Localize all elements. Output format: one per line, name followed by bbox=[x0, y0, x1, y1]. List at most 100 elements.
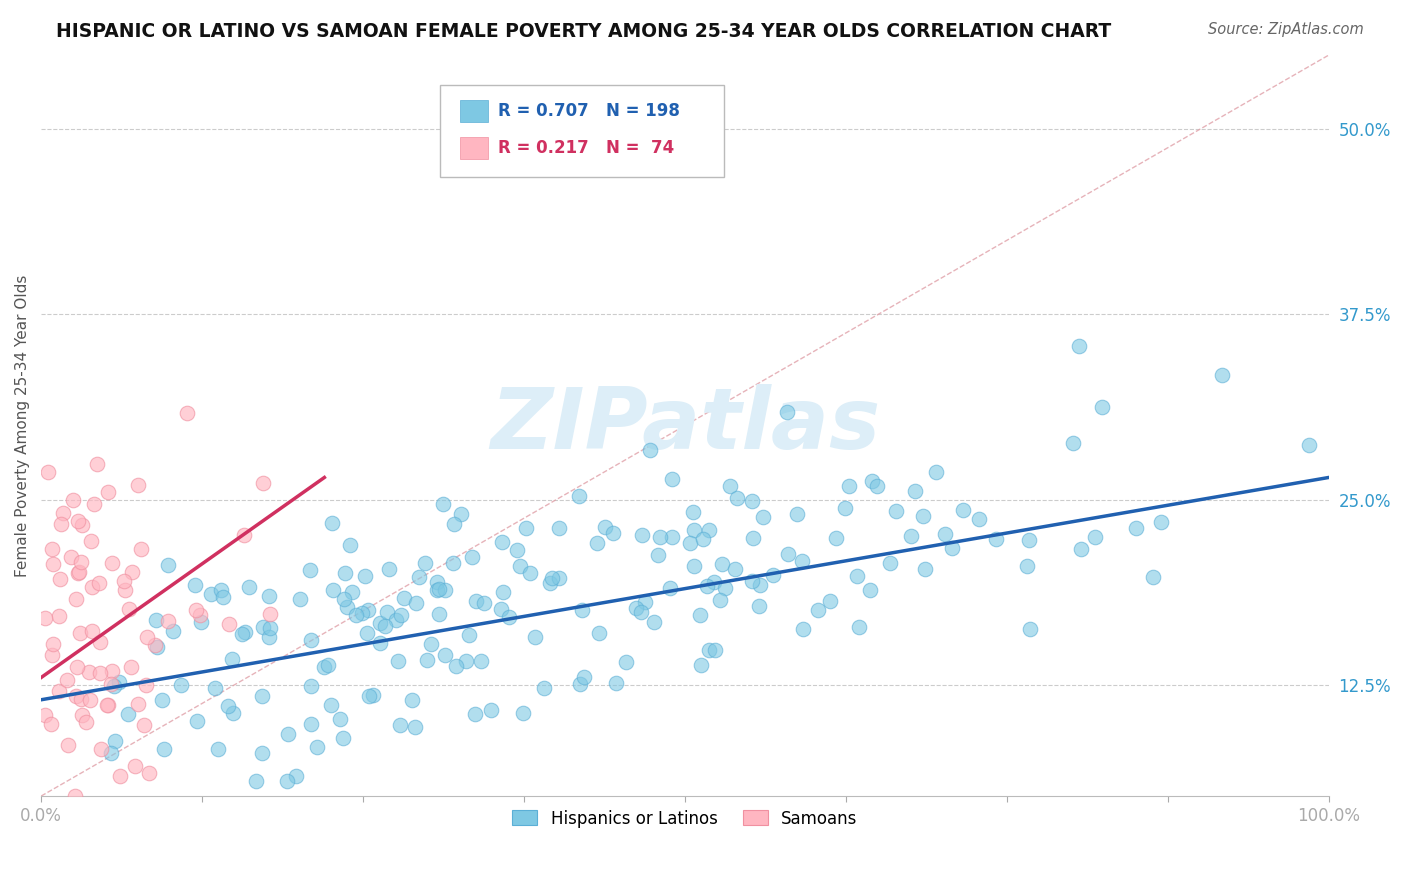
Point bbox=[290, 592, 312, 607]
Point bbox=[218, 617, 240, 632]
Point bbox=[150, 693, 173, 707]
Point bbox=[67, 565, 90, 579]
Point bbox=[350, 606, 373, 620]
Text: Source: ZipAtlas.com: Source: ZipAtlas.com bbox=[1208, 22, 1364, 37]
Point bbox=[472, 596, 495, 610]
Point bbox=[257, 630, 280, 644]
Point bbox=[34, 708, 56, 723]
Point bbox=[703, 575, 725, 590]
Point bbox=[259, 607, 281, 622]
Point bbox=[533, 681, 555, 695]
Point bbox=[124, 804, 146, 818]
Point bbox=[1084, 529, 1107, 543]
Point bbox=[252, 476, 274, 491]
Point bbox=[1069, 339, 1091, 353]
Point bbox=[37, 466, 59, 480]
Point bbox=[374, 619, 396, 633]
Point bbox=[104, 733, 127, 747]
Point bbox=[1142, 570, 1164, 584]
Point bbox=[492, 585, 515, 599]
Point bbox=[838, 479, 860, 493]
Point bbox=[394, 591, 416, 606]
Point bbox=[49, 572, 72, 586]
FancyBboxPatch shape bbox=[460, 100, 488, 122]
Point bbox=[634, 595, 657, 609]
Point bbox=[42, 637, 65, 651]
Point bbox=[1062, 436, 1084, 450]
Point bbox=[432, 497, 454, 511]
Point bbox=[259, 589, 281, 603]
Point bbox=[519, 566, 541, 580]
Point bbox=[450, 507, 472, 521]
Point bbox=[89, 635, 111, 649]
Point bbox=[127, 477, 149, 491]
Point bbox=[389, 607, 412, 622]
Point bbox=[117, 707, 139, 722]
Point bbox=[299, 717, 322, 731]
Point bbox=[824, 531, 846, 545]
Point bbox=[299, 563, 322, 577]
Point bbox=[48, 684, 70, 698]
Point bbox=[63, 789, 86, 804]
Point bbox=[541, 571, 564, 585]
Point bbox=[333, 566, 356, 581]
Point bbox=[344, 608, 367, 623]
Point bbox=[1125, 520, 1147, 534]
Point bbox=[408, 570, 430, 584]
Point bbox=[433, 648, 456, 662]
Point bbox=[724, 562, 747, 576]
Point bbox=[56, 738, 79, 752]
Point bbox=[245, 774, 267, 789]
Point bbox=[879, 556, 901, 570]
Point bbox=[100, 557, 122, 571]
Point bbox=[904, 483, 927, 498]
Point bbox=[67, 514, 90, 528]
Point bbox=[1298, 438, 1320, 452]
Point bbox=[97, 698, 120, 713]
Point bbox=[401, 693, 423, 707]
Point bbox=[314, 659, 336, 673]
Point bbox=[238, 580, 260, 594]
Point bbox=[790, 554, 813, 568]
Point bbox=[79, 534, 101, 549]
Point bbox=[70, 707, 93, 722]
Point bbox=[176, 406, 198, 420]
Point bbox=[710, 557, 733, 571]
Point bbox=[66, 660, 89, 674]
Point bbox=[498, 610, 520, 624]
Point bbox=[696, 579, 718, 593]
Point bbox=[65, 689, 87, 703]
Point bbox=[41, 716, 63, 731]
Point bbox=[101, 664, 124, 678]
Point bbox=[184, 603, 207, 617]
Point bbox=[146, 640, 169, 655]
Point bbox=[361, 688, 384, 702]
Point bbox=[329, 713, 352, 727]
Point bbox=[79, 693, 101, 707]
Point bbox=[65, 591, 87, 606]
Point bbox=[741, 574, 763, 589]
Point bbox=[233, 528, 256, 542]
Point bbox=[614, 656, 637, 670]
Point bbox=[321, 516, 343, 531]
Legend: Hispanics or Latinos, Samoans: Hispanics or Latinos, Samoans bbox=[505, 801, 866, 836]
Point bbox=[658, 581, 681, 595]
Point bbox=[571, 602, 593, 616]
Point bbox=[124, 759, 146, 773]
Point bbox=[884, 504, 907, 518]
Point bbox=[333, 592, 356, 607]
Point bbox=[807, 603, 830, 617]
Point bbox=[56, 804, 79, 818]
Point bbox=[211, 591, 233, 605]
Point bbox=[56, 673, 79, 687]
Point bbox=[34, 611, 56, 625]
Point bbox=[429, 607, 451, 622]
Point bbox=[748, 599, 770, 613]
Point bbox=[661, 473, 683, 487]
Point bbox=[585, 535, 607, 549]
Point bbox=[703, 643, 725, 657]
Point bbox=[259, 621, 281, 635]
Point bbox=[32, 804, 55, 818]
Point bbox=[548, 521, 571, 535]
Point bbox=[82, 580, 104, 594]
